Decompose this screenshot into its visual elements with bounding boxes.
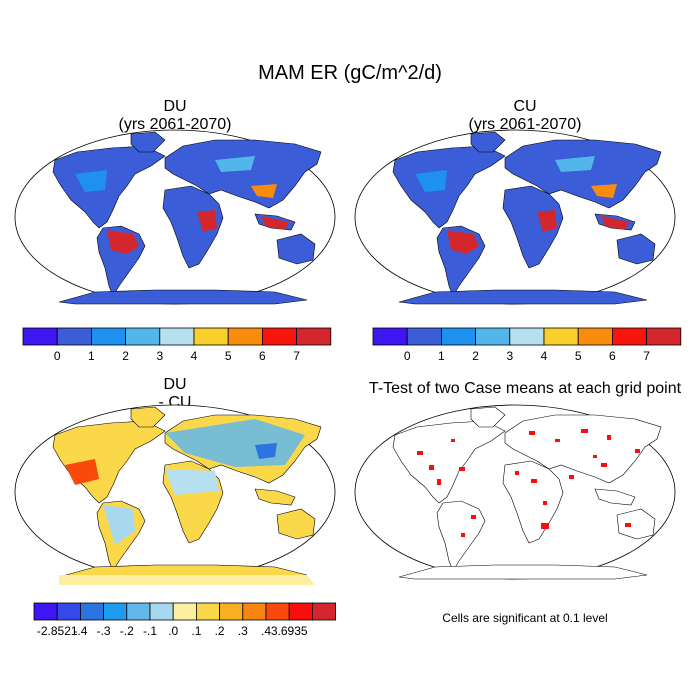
map-du [14, 129, 336, 305]
colorbar-box [33, 602, 58, 621]
colorbar-du: 0 1 2 3 4 5 6 7 [22, 327, 332, 363]
colorbar-box [261, 327, 297, 346]
map-cu [354, 129, 676, 305]
colorbar-box [126, 602, 151, 621]
colorbar-boxes [372, 327, 682, 346]
colorbar-boxes [22, 327, 332, 346]
colorbar-boxes [33, 602, 336, 621]
colorbar-tick-label: 3 [506, 349, 513, 363]
colorbar-labels: -2.8521-.4 -.3 -.2 -.1 .0 .1 .2 .3 .4 3.6935 [37, 624, 308, 638]
colorbar-box [406, 327, 442, 346]
colorbar-tick-label: 1 [438, 349, 445, 363]
colorbar-box [372, 327, 408, 346]
colorbar-tick-label: 2 [122, 349, 129, 363]
colorbar-tick-label: 5 [575, 349, 582, 363]
map-ttest [354, 404, 676, 580]
colorbar-tick-label: 6 [259, 349, 266, 363]
panel-title-cu: CU (yrs 2061-2070) [430, 98, 620, 134]
colorbar-box [509, 327, 545, 346]
colorbar-tick-label: .2 [215, 624, 225, 638]
colorbar-tick-label: 7 [293, 349, 300, 363]
figure-title: MAM ER (gC/m^2/d) [258, 62, 442, 84]
colorbar-box [56, 602, 81, 621]
panel-title-line1: CU [513, 98, 537, 115]
colorbar-cu: 0 1 2 3 4 5 6 7 [372, 327, 682, 363]
colorbar-tick-label: 2 [472, 349, 479, 363]
colorbar-box [219, 602, 244, 621]
map-diff [14, 404, 336, 585]
colorbar-diff: -2.8521-.4 -.3 -.2 -.1 .0 .1 .2 .3 .4 3.6935 [33, 602, 336, 638]
colorbar-box [22, 327, 58, 346]
colorbar-box [172, 602, 197, 621]
significance-note: Cells are significant at 0.1 level [442, 611, 608, 625]
colorbar-box [80, 602, 105, 621]
colorbar-tick-label: -.1 [143, 624, 157, 638]
colorbar-labels: 0 1 2 3 4 5 6 7 [404, 349, 650, 363]
panel-title-ttest: T-Test of two Case means at each grid po… [350, 380, 700, 398]
colorbar-tick-label: 5 [225, 349, 232, 363]
colorbar-tick-label: .3 [238, 624, 248, 638]
panel-title-line2: (yrs 2061-2070) [118, 116, 232, 133]
colorbar-box [56, 327, 92, 346]
colorbar-box [265, 602, 290, 621]
colorbar-tick-label: 3.6935 [271, 624, 308, 638]
colorbar-tick-label: 4 [541, 349, 548, 363]
colorbar-tick-label: -.2 [120, 624, 134, 638]
colorbar-tick-label: 3 [156, 349, 163, 363]
colorbar-box [311, 602, 336, 621]
colorbar-tick-label: 4 [191, 349, 198, 363]
colorbar-box [577, 327, 613, 346]
colorbar-tick-label: 6 [609, 349, 616, 363]
colorbar-box [91, 327, 127, 346]
colorbar-tick-label: .4 [261, 624, 271, 638]
panel-title-line2: (yrs 2061-2070) [468, 116, 582, 133]
colorbar-box [193, 327, 229, 346]
colorbar-tick-label: -.3 [97, 624, 111, 638]
colorbar-box [195, 602, 220, 621]
colorbar-tick-label: 0 [54, 349, 61, 363]
panel-title-line1: DU [163, 98, 187, 115]
colorbar-tick-label: 0 [404, 349, 411, 363]
colorbar-box [611, 327, 647, 346]
colorbar-tick-label: 1 [88, 349, 95, 363]
colorbar-tick-label: -2.8521 [37, 624, 78, 638]
colorbar-box [103, 602, 128, 621]
colorbar-box [125, 327, 161, 346]
colorbar-tick-label: 7 [643, 349, 650, 363]
colorbar-tick-label: .1 [191, 624, 201, 638]
colorbar-box [646, 327, 682, 346]
colorbar-box [543, 327, 579, 346]
colorbar-tick-label: -.4 [73, 624, 87, 638]
panel-title-line1: DU [163, 376, 187, 393]
colorbar-box [288, 602, 313, 621]
panel-title-line1: T-Test of two Case means at each grid po… [368, 380, 682, 397]
panel-title-du: DU (yrs 2061-2070) [80, 98, 270, 134]
colorbar-box [227, 327, 263, 346]
colorbar-tick-label: .0 [168, 624, 178, 638]
colorbar-box [441, 327, 477, 346]
colorbar-labels: 0 1 2 3 4 5 6 7 [54, 349, 300, 363]
colorbar-box [475, 327, 511, 346]
colorbar-box [159, 327, 195, 346]
colorbar-box [149, 602, 174, 621]
colorbar-box [296, 327, 332, 346]
colorbar-box [242, 602, 267, 621]
